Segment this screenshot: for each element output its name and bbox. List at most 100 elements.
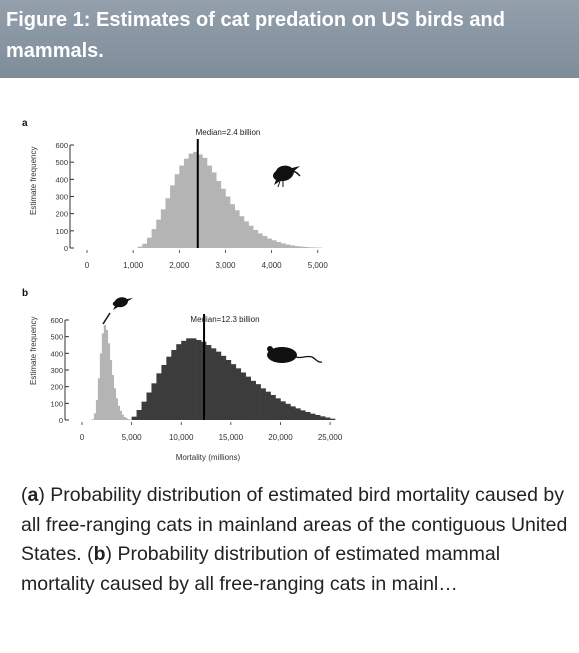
histogram-bar [290, 245, 295, 248]
histogram-bar [220, 188, 226, 248]
histogram-bar [101, 333, 105, 420]
figure-caption: (a) Probability distribution of estimate… [21, 484, 568, 595]
histogram-bar [115, 398, 119, 420]
histogram-bar [299, 246, 305, 248]
histogram-bar [99, 353, 103, 420]
figure-panels: a Estimate frequency 0 100 200 300 400 500 600… [0, 95, 579, 470]
histogram-bar [285, 244, 291, 248]
histogram-bar [243, 221, 249, 248]
histogram-bar [257, 233, 263, 248]
histogram-bar [156, 219, 162, 248]
histogram-bar [166, 356, 172, 420]
y-tick-label: 100 [55, 227, 68, 236]
histogram-bar [156, 373, 162, 420]
histogram-bar [253, 229, 259, 248]
caption-b-marker: b [93, 543, 106, 565]
bird-icon [273, 165, 301, 188]
histogram-bar [183, 158, 189, 248]
x-tick-label: 5,000 [308, 261, 329, 270]
histogram-bar [188, 153, 194, 248]
histogram-bar [275, 398, 281, 420]
histogram-bar [165, 198, 171, 248]
y-tick-label: 500 [50, 333, 63, 342]
x-tick-label: 0 [85, 261, 90, 270]
histogram-bar [267, 238, 272, 248]
histogram-bar [121, 414, 124, 420]
x-tick-label: 1,000 [123, 261, 144, 270]
panel-a-label: a [22, 118, 28, 129]
panel-b-bars [91, 325, 336, 420]
histogram-bar [202, 157, 208, 248]
caption-a-marker: a [27, 484, 39, 506]
panel-b-ylabel: Estimate frequency [29, 317, 38, 385]
histogram-bar [315, 415, 321, 420]
panel-b-x-axis: 0 5,000 10,000 15,000 20,000 25,000 [80, 422, 343, 442]
panel-a-x-axis: 0 1,000 2,000 3,000 4,000 5,000 [85, 250, 329, 270]
histogram-bar [206, 345, 212, 420]
histogram-bar [119, 410, 122, 420]
histogram-bar [225, 196, 231, 248]
y-tick-label: 0 [59, 416, 63, 425]
x-tick-label: 4,000 [262, 261, 283, 270]
histogram-bar [181, 340, 187, 420]
histogram-bar [170, 185, 175, 248]
y-tick-label: 0 [64, 244, 68, 253]
histogram-bar [230, 204, 235, 248]
histogram-bar [248, 225, 254, 248]
histogram-bar [330, 418, 336, 420]
histogram-bar [123, 417, 126, 420]
histogram-bar [290, 406, 296, 420]
histogram-bar [186, 338, 192, 420]
histogram-bar [255, 384, 261, 420]
histogram-bar [141, 401, 147, 420]
histogram-bar [127, 419, 130, 420]
caption-a-text: ) Probability distribution of estimated … [21, 484, 568, 565]
mouse-icon [267, 346, 323, 363]
histogram-bar [131, 416, 137, 420]
histogram-bar [313, 247, 319, 248]
histogram-bar [295, 408, 301, 420]
y-tick-label: 400 [50, 349, 63, 358]
histogram-bar [107, 343, 111, 420]
histogram-bar [211, 348, 217, 420]
histogram-bar [125, 418, 128, 420]
x-tick-label: 5,000 [122, 433, 143, 442]
bird-pointer-line [102, 312, 111, 325]
histogram-bar [111, 375, 115, 420]
histogram-bar [320, 416, 326, 420]
panel-b-xlabel: Mortality (millions) [176, 453, 241, 462]
x-tick-label: 15,000 [219, 433, 244, 442]
histogram-bar [146, 392, 152, 420]
x-tick-label: 0 [80, 433, 85, 442]
y-tick-label: 300 [50, 366, 63, 375]
panel-b-y-axis: 0 100 200 300 400 500 600 [50, 316, 69, 425]
y-tick-label: 300 [55, 193, 68, 202]
panel-a-median-label: Median=2.4 billion [196, 128, 261, 137]
y-tick-label: 100 [50, 399, 63, 408]
x-tick-label: 10,000 [169, 433, 194, 442]
histogram-bar [142, 243, 148, 248]
histogram-figure: a Estimate frequency 0 100 200 300 400 500 600… [22, 118, 343, 462]
histogram-bar [105, 330, 109, 420]
histogram-bar [136, 410, 142, 420]
histogram-bar [285, 403, 291, 420]
bird-icon [112, 297, 133, 310]
histogram-bar [276, 241, 282, 248]
histogram-bar [300, 410, 306, 420]
histogram-bar [174, 174, 180, 248]
y-tick-label: 500 [55, 158, 68, 167]
histogram-bar [280, 243, 286, 248]
histogram-bar [239, 216, 245, 248]
histogram-bar [215, 351, 222, 420]
x-tick-label: 3,000 [215, 261, 236, 270]
histogram-bar [260, 388, 266, 420]
histogram-bar [250, 380, 256, 420]
histogram-bar [147, 237, 152, 248]
panel-a-y-axis: 0 100 200 300 400 500 600 [55, 141, 74, 253]
histogram-bar [225, 360, 232, 420]
histogram-bar [220, 355, 227, 420]
histogram-bar [325, 417, 331, 420]
histogram-bar [193, 151, 199, 248]
histogram-bar [303, 246, 309, 248]
histogram-bar [191, 338, 197, 420]
